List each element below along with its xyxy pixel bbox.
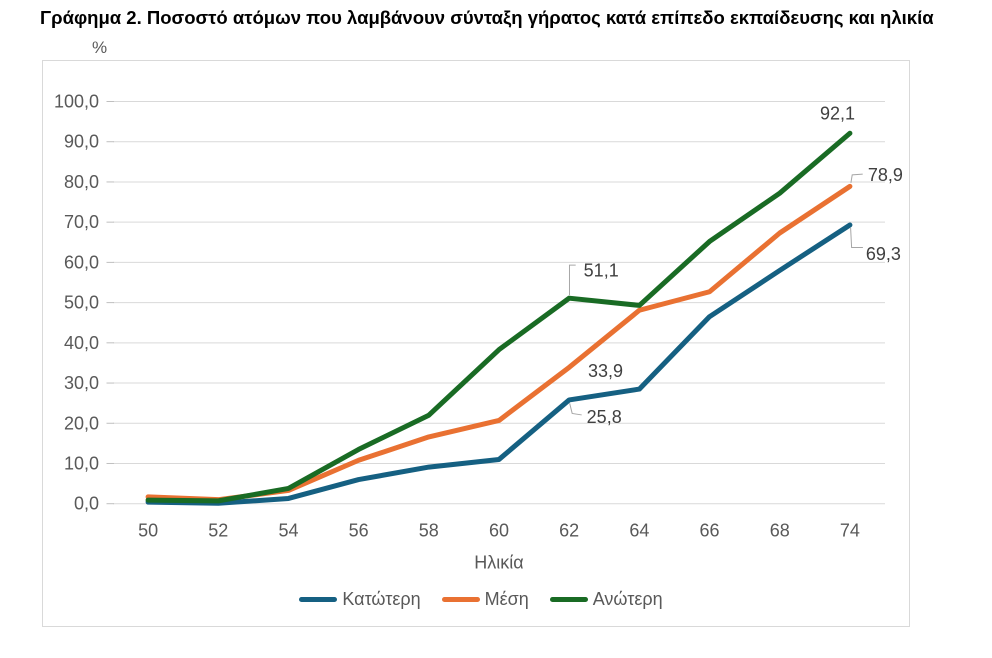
x-axis-label: 50 [138,521,158,541]
legend-label: Μέση [484,589,529,609]
y-axis-unit-label: % [92,38,108,57]
y-axis-label: 20,0 [64,413,99,433]
data-label: 51,1 [584,261,619,281]
legend-label: Κατώτερη [342,589,421,609]
x-axis-label: 74 [840,521,860,541]
legend-label: Ανώτερη [592,589,663,609]
chart-frame [42,60,910,627]
x-axis-label: 64 [629,521,649,541]
y-axis-label: 30,0 [64,373,99,393]
y-axis-label: 0,0 [74,494,99,514]
x-axis-label: 60 [489,521,509,541]
legend-item-mesi: Μέση [441,589,529,610]
x-axis-label: 54 [278,521,298,541]
data-label: 33,9 [588,361,623,381]
x-axis-label: 56 [349,521,369,541]
legend-item-anoteri: Ανώτερη [549,589,663,610]
legend-item-katoteri: Κατώτερη [299,589,421,610]
x-axis-label: 52 [208,521,228,541]
y-axis-label: 90,0 [64,132,99,152]
chart-legend: Κατώτερη Μέση Ανώτερη [42,589,920,610]
y-axis-label: 40,0 [64,333,99,353]
y-axis-label: 70,0 [64,212,99,232]
x-axis-title: Ηλικία [474,553,523,573]
y-axis-label: 80,0 [64,172,99,192]
x-axis-label: 68 [770,521,790,541]
series-line-Κατώτερη [145,222,853,506]
x-axis-label: 58 [419,521,439,541]
x-axis-label: 66 [700,521,720,541]
series-line-Ανώτερη [145,130,853,504]
y-axis-label: 10,0 [64,453,99,473]
chart-title: Γράφημα 2. Ποσοστό ατόμων που λαμβάνουν … [40,7,934,28]
data-label: 92,1 [820,103,855,123]
x-axis-label: 62 [559,521,579,541]
data-label: 69,3 [866,244,901,264]
y-axis-label: 60,0 [64,252,99,272]
legend-swatch-anoteri [549,596,588,603]
y-axis-label: 50,0 [64,293,99,313]
data-label: 78,9 [868,165,903,185]
annotation-leader [850,227,863,248]
legend-swatch-katoteri [299,596,338,603]
y-axis-label: 100,0 [54,92,99,112]
annotation-leader [568,264,576,296]
legend-swatch-mesi [441,596,480,603]
annotation-leader [569,403,582,416]
data-label: 25,8 [587,407,622,427]
annotation-leader [850,173,863,183]
